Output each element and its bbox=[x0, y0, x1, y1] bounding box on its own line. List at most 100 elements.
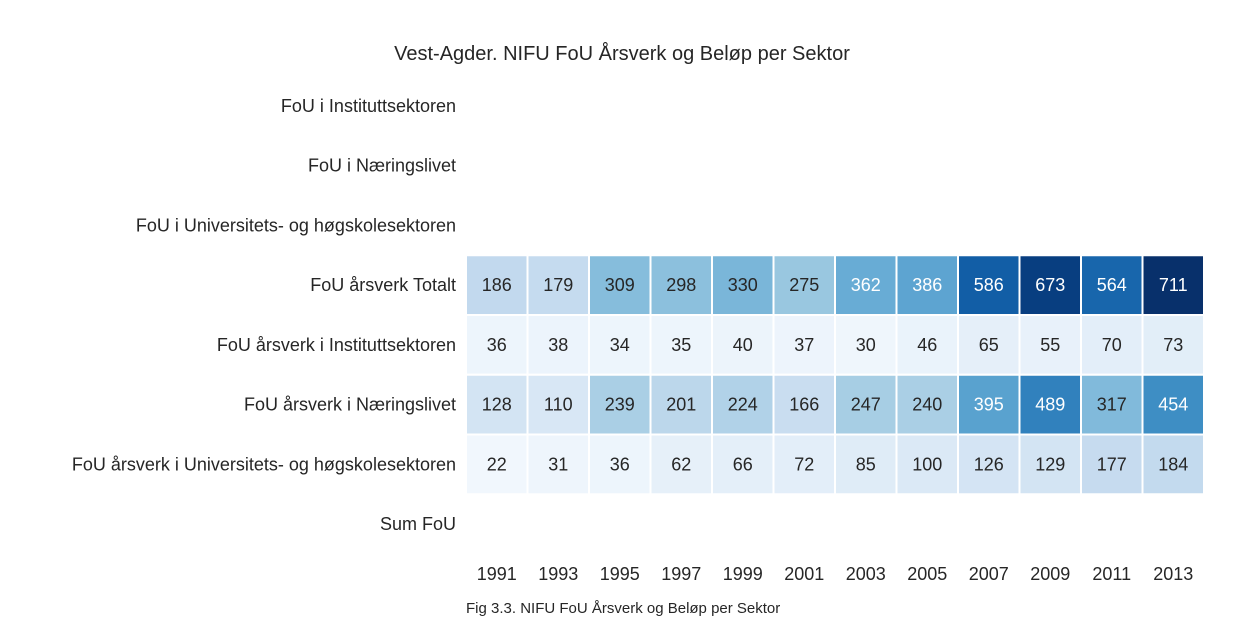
cell-value-label: 36 bbox=[610, 454, 630, 474]
heatmap-cell bbox=[1080, 314, 1144, 376]
cell-value-label: 85 bbox=[856, 454, 876, 474]
heatmap-cell bbox=[649, 314, 713, 376]
cell-value-label: 22 bbox=[487, 454, 507, 474]
row-labels: FoU i Instituttsektoren FoU i Næringslive… bbox=[72, 96, 456, 534]
heatmap-cell bbox=[1141, 314, 1205, 376]
cell-value-label: 177 bbox=[1097, 454, 1127, 474]
column-label: 1993 bbox=[538, 564, 578, 584]
cell-value-label: 110 bbox=[544, 395, 573, 415]
cell-value-label: 35 bbox=[671, 335, 691, 355]
column-label: 1995 bbox=[600, 564, 640, 584]
row-label: FoU i Næringslivet bbox=[308, 156, 456, 176]
cell-value-label: 309 bbox=[605, 275, 635, 295]
column-label: 2011 bbox=[1092, 564, 1131, 584]
cell-value-label: 317 bbox=[1097, 395, 1127, 415]
column-label: 2005 bbox=[907, 564, 947, 584]
cell-value-label: 72 bbox=[794, 454, 814, 474]
heatmap-cell bbox=[526, 433, 590, 496]
cell-value-label: 240 bbox=[912, 395, 942, 415]
cell-value-label: 128 bbox=[482, 395, 512, 415]
cell-value-label: 34 bbox=[610, 335, 630, 355]
cell-value-label: 186 bbox=[482, 275, 512, 295]
cell-value-label: 62 bbox=[671, 454, 691, 474]
cell-value-label: 275 bbox=[789, 275, 819, 295]
cell-value-label: 224 bbox=[728, 395, 758, 415]
heatmap-cell bbox=[526, 254, 590, 316]
heatmap-cell bbox=[711, 373, 775, 436]
column-label: 2003 bbox=[846, 564, 886, 584]
heatmap-cell bbox=[711, 433, 775, 496]
cell-value-label: 673 bbox=[1035, 275, 1065, 295]
heatmap-cell bbox=[588, 373, 652, 436]
row-label: FoU årsverk i Næringslivet bbox=[244, 395, 456, 415]
heatmap-cell bbox=[1018, 314, 1082, 376]
heatmap-cell bbox=[834, 314, 898, 376]
row-label: FoU årsverk Totalt bbox=[310, 275, 456, 295]
cell-value-label: 65 bbox=[979, 335, 999, 355]
column-label: 1999 bbox=[723, 564, 763, 584]
cell-value-label: 129 bbox=[1035, 454, 1065, 474]
heatmap-cell bbox=[1018, 433, 1082, 496]
heatmap-cells: 186 179 309 298 330 275 362 386 586 673 564 711 36 38… bbox=[465, 254, 1205, 496]
cell-value-label: 66 bbox=[733, 454, 753, 474]
cell-value-label: 40 bbox=[733, 335, 753, 355]
cell-value-label: 37 bbox=[794, 335, 814, 355]
cell-value-label: 73 bbox=[1163, 335, 1183, 355]
heatmap-cell bbox=[895, 314, 959, 376]
cell-value-label: 201 bbox=[666, 395, 696, 415]
row-label: FoU årsverk i Instituttsektoren bbox=[217, 335, 456, 355]
figure-caption: Fig 3.3. NIFU FoU Årsverk og Beløp per S… bbox=[466, 600, 780, 617]
cell-value-label: 166 bbox=[789, 395, 819, 415]
cell-value-label: 126 bbox=[974, 454, 1004, 474]
heatmap-cell bbox=[649, 433, 713, 496]
column-label: 2009 bbox=[1030, 564, 1070, 584]
cell-value-label: 70 bbox=[1102, 335, 1122, 355]
column-label: 2013 bbox=[1153, 564, 1193, 584]
cell-value-label: 298 bbox=[666, 275, 696, 295]
heatmap-cell bbox=[1141, 373, 1205, 436]
heatmap-cell bbox=[465, 433, 529, 496]
cell-value-label: 330 bbox=[728, 275, 758, 295]
cell-value-label: 711 bbox=[1159, 275, 1188, 295]
cell-value-label: 36 bbox=[487, 335, 507, 355]
cell-value-label: 100 bbox=[912, 454, 942, 474]
cell-value-label: 55 bbox=[1040, 335, 1060, 355]
heatmap-cell bbox=[895, 254, 959, 316]
heatmap-cell bbox=[772, 254, 836, 316]
cell-value-label: 564 bbox=[1097, 275, 1127, 295]
column-label: 2001 bbox=[784, 564, 824, 584]
heatmap-cell bbox=[1080, 433, 1144, 496]
heatmap-cell bbox=[711, 314, 775, 376]
cell-value-label: 30 bbox=[856, 335, 876, 355]
heatmap-cell bbox=[465, 254, 529, 316]
cell-value-label: 362 bbox=[851, 275, 881, 295]
column-label: 1997 bbox=[661, 564, 701, 584]
cell-value-label: 179 bbox=[543, 275, 573, 295]
cell-value-label: 239 bbox=[605, 395, 635, 415]
column-label: 2007 bbox=[969, 564, 1009, 584]
column-labels: 1991 1993 1995 1997 1999 2001 2003 2005 2007 2009… bbox=[477, 564, 1194, 584]
cell-value-label: 46 bbox=[917, 335, 937, 355]
cell-value-label: 386 bbox=[912, 275, 942, 295]
cell-value-label: 454 bbox=[1158, 395, 1188, 415]
cell-value-label: 489 bbox=[1035, 395, 1065, 415]
cell-value-label: 247 bbox=[851, 395, 881, 415]
cell-value-label: 586 bbox=[974, 275, 1004, 295]
row-label: Sum FoU bbox=[380, 514, 456, 534]
heatmap-cell bbox=[957, 314, 1021, 376]
cell-value-label: 38 bbox=[548, 335, 568, 355]
row-label: FoU i Instituttsektoren bbox=[281, 96, 456, 116]
cell-value-label: 184 bbox=[1158, 454, 1188, 474]
heatmap-cell bbox=[834, 373, 898, 436]
cell-value-label: 395 bbox=[974, 395, 1004, 415]
row-label: FoU i Universitets- og høgskolesektoren bbox=[136, 215, 456, 235]
heatmap-cell bbox=[526, 314, 590, 376]
heatmap-cell bbox=[1018, 254, 1082, 316]
heatmap-cell bbox=[957, 433, 1021, 496]
row-label: FoU årsverk i Universitets- og høgskoles… bbox=[72, 454, 456, 474]
heatmap-cell bbox=[772, 433, 836, 496]
chart-title: Vest-Agder. NIFU FoU Årsverk og Beløp pe… bbox=[394, 42, 850, 65]
heatmap-cell bbox=[1141, 433, 1205, 496]
heatmap-cell bbox=[1141, 254, 1205, 316]
